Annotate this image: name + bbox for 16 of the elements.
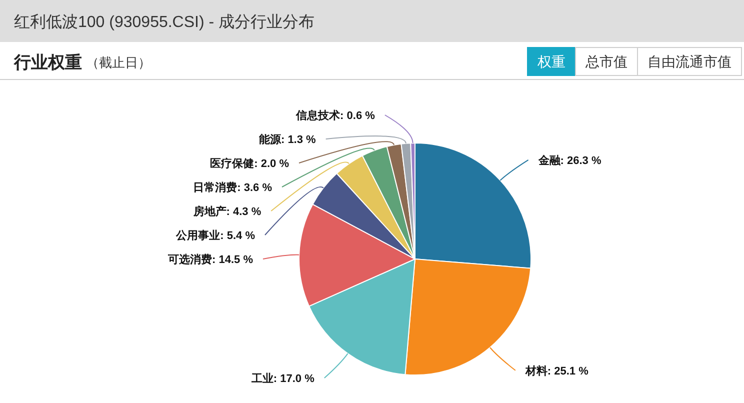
data-label: 能源: 1.3 % [258, 134, 316, 146]
data-label: 工业: 17.0 % [251, 372, 314, 385]
tab-label: 自由流通市值 [648, 54, 732, 70]
subtitle: 行业权重 [14, 53, 82, 72]
data-label: 金融: 26.3 % [538, 154, 602, 167]
data-label: 医疗保健: 2.0 % [210, 158, 289, 170]
tab-label: 权重 [538, 54, 566, 70]
data-label: 信息技术: 0.6 % [296, 110, 375, 122]
data-label: 材料: 25.1 % [525, 365, 588, 378]
data-label: 房地产: 4.3 % [193, 206, 262, 218]
note: （截止日） [86, 55, 151, 70]
tab-label: 总市值 [586, 54, 628, 70]
data-label: 可选消费: 14.5 % [168, 254, 253, 266]
title: 红利低波100 (930955.CSI) - 成分行业分布 [14, 14, 315, 31]
data-label: 日常消费: 3.6 % [193, 182, 272, 194]
data-label: 公用事业: 5.4 % [176, 230, 255, 242]
